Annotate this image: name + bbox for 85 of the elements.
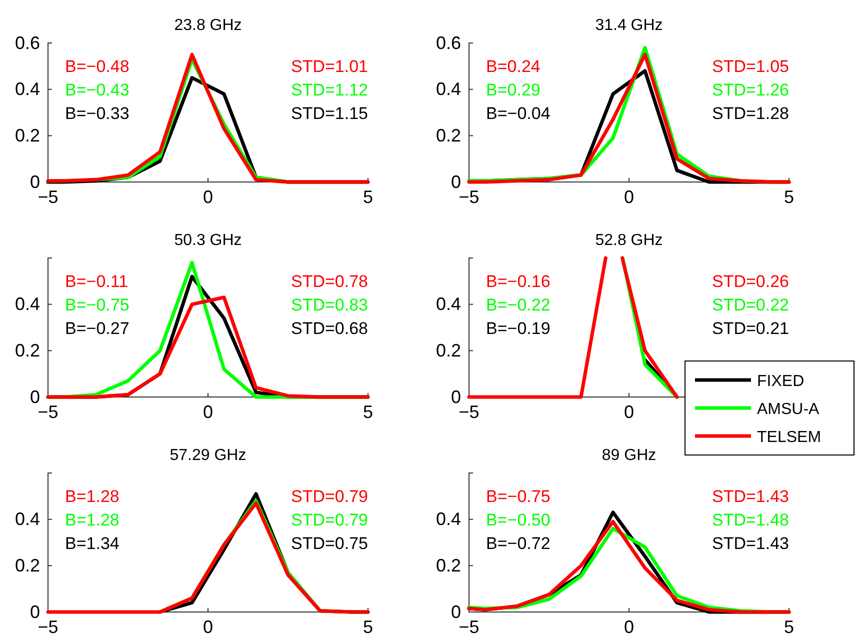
annotation: B=1.34 [65, 534, 120, 553]
x-tick-label: 5 [362, 402, 374, 422]
x-tick-label: −5 [458, 616, 480, 637]
annotation: STD=0.68 [290, 319, 368, 338]
y-tick-label: 0.2 [436, 340, 461, 360]
annotation: B=−0.19 [486, 319, 550, 338]
annotation: STD=0.78 [290, 272, 368, 291]
y-tick-label: 0.4 [14, 79, 40, 100]
chart-title: 23.8 GHz [174, 17, 242, 34]
x-tick-label: 0 [624, 186, 634, 207]
annotation: B=−0.75 [486, 487, 550, 506]
annotation: B=−0.04 [486, 104, 550, 123]
x-tick-label: 0 [202, 616, 214, 637]
annotation: STD=1.01 [290, 57, 368, 76]
y-tick-label: 0 [450, 602, 461, 622]
chart-title: 31.4 GHz [595, 17, 663, 34]
annotation: B=1.28 [65, 510, 120, 530]
y-tick-label: 0.4 [436, 294, 461, 314]
y-tick-label: 0 [30, 386, 40, 407]
x-tick-label: −5 [38, 402, 58, 422]
y-tick-label: 0.2 [14, 555, 40, 576]
x-tick-label: 5 [784, 616, 794, 637]
annotation: STD=1.15 [290, 104, 368, 123]
x-tick-label: 0 [202, 186, 214, 207]
annotation: STD=1.12 [290, 80, 368, 100]
y-tick-label: 0 [30, 602, 40, 622]
y-tick-label: 0.4 [14, 294, 40, 314]
y-tick-label: 0.4 [14, 509, 40, 530]
x-tick-label: 0 [624, 616, 634, 637]
y-tick-label: 0.2 [14, 340, 40, 360]
annotation: STD=0.79 [290, 487, 368, 506]
annotation: B=−0.27 [65, 319, 130, 338]
annotation: B=−0.43 [65, 80, 130, 100]
annotation: B=−0.75 [65, 296, 130, 314]
x-tick-label: 5 [784, 186, 794, 207]
line-series [46, 296, 370, 399]
x-tick-label: 0 [624, 402, 634, 422]
x-tick-label: −5 [38, 616, 58, 637]
annotation: B=−0.16 [486, 272, 550, 291]
annotation: STD=1.05 [712, 57, 789, 76]
annotation: B=1.28 [65, 487, 120, 506]
y-tick-label: 0.4 [436, 509, 461, 530]
annotation: STD=0.26 [712, 272, 789, 291]
line-series [46, 501, 370, 614]
y-tick-label: 0 [30, 172, 40, 192]
chart-title: 50.3 GHz [174, 232, 242, 249]
y-tick-label: 0.2 [14, 125, 40, 146]
chart-title: 52.8 GHz [595, 232, 663, 249]
annotation: STD=1.43 [712, 534, 789, 553]
chart-title: 89 GHz [602, 447, 656, 464]
x-tick-label: −5 [458, 186, 480, 207]
annotation: B=0.24 [486, 57, 540, 76]
y-tick-label: 0.6 [14, 32, 40, 53]
x-tick-label: 5 [362, 616, 374, 637]
chart-title: 57.29 GHz [170, 447, 246, 464]
y-tick-label: 0.6 [436, 32, 461, 53]
annotation: STD=1.43 [712, 487, 789, 506]
annotation: STD=1.48 [712, 510, 789, 530]
annotation: STD=0.21 [712, 319, 789, 338]
x-tick-label: 5 [362, 186, 374, 207]
annotation: B=0.29 [486, 80, 540, 100]
y-tick-label: 0 [450, 172, 461, 192]
annotation: B=−0.72 [486, 534, 550, 553]
annotation: STD=0.75 [290, 534, 368, 553]
annotation: B=−0.11 [65, 272, 128, 291]
legend-label: FIXED [757, 373, 804, 390]
annotation: B=−0.48 [65, 57, 130, 76]
x-tick-label: 0 [202, 402, 214, 422]
annotation: B=−0.33 [65, 104, 130, 123]
annotation: STD=1.28 [712, 104, 789, 123]
annotation: STD=1.26 [712, 80, 789, 100]
y-tick-label: 0.2 [436, 555, 461, 576]
legend-label: AMSU-A [757, 401, 820, 418]
annotation: STD=0.79 [290, 510, 368, 530]
annotation: B=−0.50 [486, 510, 550, 530]
annotation: STD=0.22 [712, 296, 789, 314]
x-tick-label: −5 [458, 402, 480, 422]
y-tick-label: 0 [450, 386, 461, 407]
x-tick-label: −5 [38, 186, 58, 207]
annotation: B=−0.22 [486, 296, 550, 314]
y-tick-label: 0.4 [436, 79, 461, 100]
legend-label: TELSEM [757, 429, 822, 446]
line-series [46, 52, 370, 184]
y-tick-label: 0.2 [436, 125, 461, 146]
annotation: STD=0.83 [290, 296, 368, 314]
